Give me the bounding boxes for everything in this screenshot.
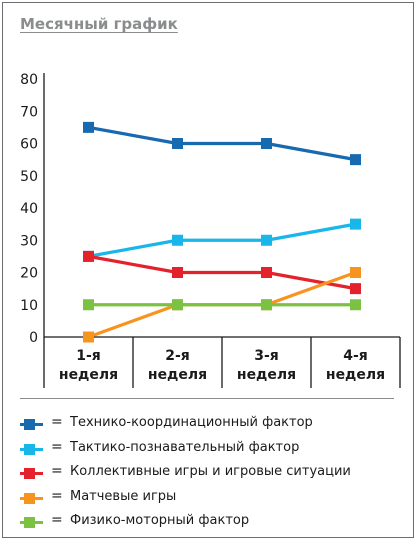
legend-marker-swatch [24,492,35,504]
data-point [172,267,183,278]
data-point [261,138,272,149]
chart-axes [43,73,401,388]
data-point [172,234,183,246]
data-point [350,299,361,311]
series-line-1 [88,125,356,162]
chart-title: Месячный график [20,15,178,33]
series-line-2 [88,222,356,258]
y-tick-label: 10 [20,298,38,314]
y-tick-label: 70 [20,104,38,120]
data-point [350,283,361,295]
data-point [261,299,272,311]
chart-frame [2,2,414,538]
legend-item: = Коллективные игры и игровые ситуации [20,463,400,483]
x-category-label: 4-я неделя [326,348,385,383]
data-point [83,250,94,262]
y-tick-label: 0 [29,330,38,346]
legend-label: Технико-координационный фактор [70,415,313,430]
legend-label: Физико-моторный фактор [70,513,250,528]
x-axis-categories: 1-я неделя 2-я неделя 3-я неделя 4-я неделя [59,348,385,383]
legend-label: Коллективные игры и игровые ситуации [70,464,351,479]
legend-marker-swatch [24,517,35,528]
data-point [350,267,361,278]
line-chart: 0 10 20 30 40 50 60 70 80 1-я неделя 2-я неделя 3-я н… [20,72,401,388]
y-tick-label: 80 [20,72,38,88]
legend-label: Матчевые игры [70,488,177,504]
legend-divider [20,398,394,399]
legend-marker-swatch [24,468,35,479]
y-axis-ticks: 0 10 20 30 40 50 60 70 80 [20,72,38,346]
x-category-label: 1-я неделя [59,348,118,383]
data-point [261,234,272,246]
legend-equals: = [51,512,63,528]
series-line-3 [88,254,356,291]
series-lines [87,125,357,339]
legend-item: = Технико-координационный фактор [20,414,400,434]
series-points [83,121,361,343]
y-tick-label: 20 [20,266,38,282]
legend-item: = Матчевые игры [20,488,400,508]
data-point [261,267,272,278]
legend-label: Тактико-познавательный фактор [70,439,300,455]
x-category-label: 3-я неделя [237,348,296,383]
data-point [172,299,183,311]
legend-equals: = [51,414,63,430]
data-point [350,154,361,166]
legend-marker-swatch [24,419,35,430]
legend-item: = Физико-моторный фактор [20,512,400,532]
data-point [83,299,94,311]
legend-equals: = [51,463,63,479]
y-tick-label: 40 [20,201,38,217]
legend-marker-swatch [24,443,35,455]
data-point [350,218,361,230]
legend-equals: = [51,487,63,504]
y-tick-label: 30 [20,233,38,249]
legend-equals: = [51,438,63,455]
legend-item: = Тактико-познавательный фактор [20,439,400,459]
data-point [172,138,183,149]
data-point [83,331,94,343]
y-tick-label: 50 [20,169,38,185]
y-tick-label: 60 [20,137,38,153]
x-category-label: 2-я неделя [148,348,207,383]
data-point [83,121,94,133]
